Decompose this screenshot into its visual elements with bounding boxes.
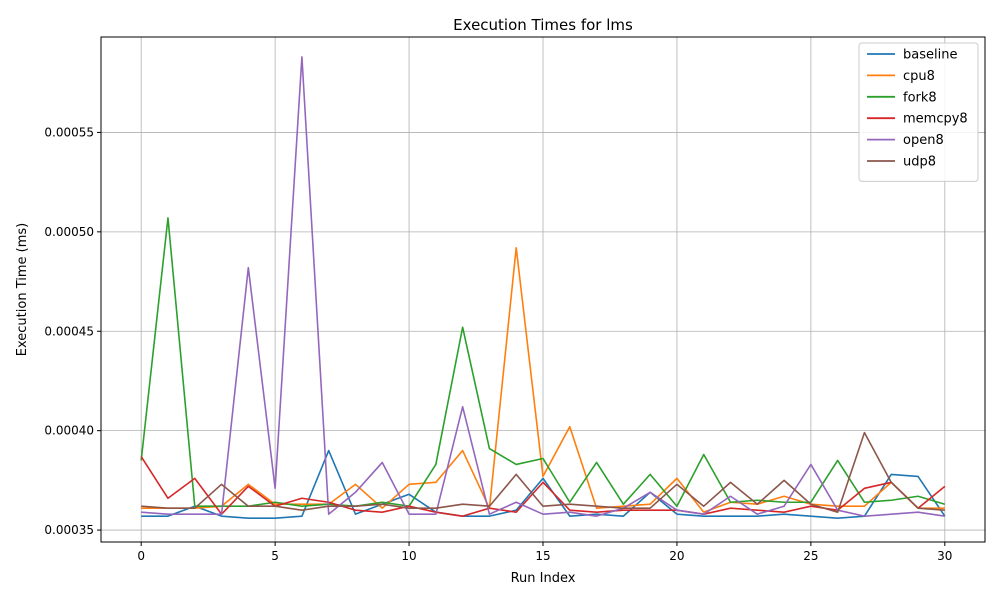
x-tick-label: 30 xyxy=(937,549,952,563)
y-tick-label: 0.00055 xyxy=(44,125,94,139)
legend-label-memcpy8: memcpy8 xyxy=(903,112,968,127)
x-tick-label: 0 xyxy=(137,549,145,563)
y-tick-label: 0.00045 xyxy=(44,324,94,338)
legend-box xyxy=(858,42,979,182)
x-tick-label: 5 xyxy=(271,549,279,563)
series-line-fork8 xyxy=(140,217,946,508)
x-tick-label: 25 xyxy=(803,549,818,563)
series-line-baseline xyxy=(141,449,946,519)
y-tick-label: 0.00050 xyxy=(44,225,94,239)
legend-label-baseline: baseline xyxy=(903,48,957,63)
legend-label-fork8: fork8 xyxy=(903,90,937,105)
legend-label-udp8: udp8 xyxy=(903,155,936,170)
legend-label-cpu8: cpu8 xyxy=(903,69,935,84)
y-axis-label: Execution Time (ms) xyxy=(15,223,30,356)
x-axis-label: Run Index xyxy=(511,571,576,586)
x-tick-label: 10 xyxy=(401,549,416,563)
grid-layer xyxy=(101,37,985,542)
tick-layer: 0 5 10 15 20 25 30 0.00035 0.00040 0.00045 0.00050… xyxy=(44,125,952,563)
legend-label-open8: open8 xyxy=(903,133,944,148)
series-line-udp8 xyxy=(141,431,945,513)
series-layer xyxy=(140,56,946,519)
chart-title: Execution Times for lms xyxy=(453,16,633,34)
y-tick-label: 0.00040 xyxy=(44,424,94,438)
series-line-open8 xyxy=(141,56,945,517)
x-tick-label: 20 xyxy=(669,549,684,563)
legend: baseline cpu8 fork8 memcpy8 open8 udp8 xyxy=(858,42,979,182)
x-tick-label: 15 xyxy=(535,549,550,563)
y-tick-label: 0.00035 xyxy=(44,523,94,537)
